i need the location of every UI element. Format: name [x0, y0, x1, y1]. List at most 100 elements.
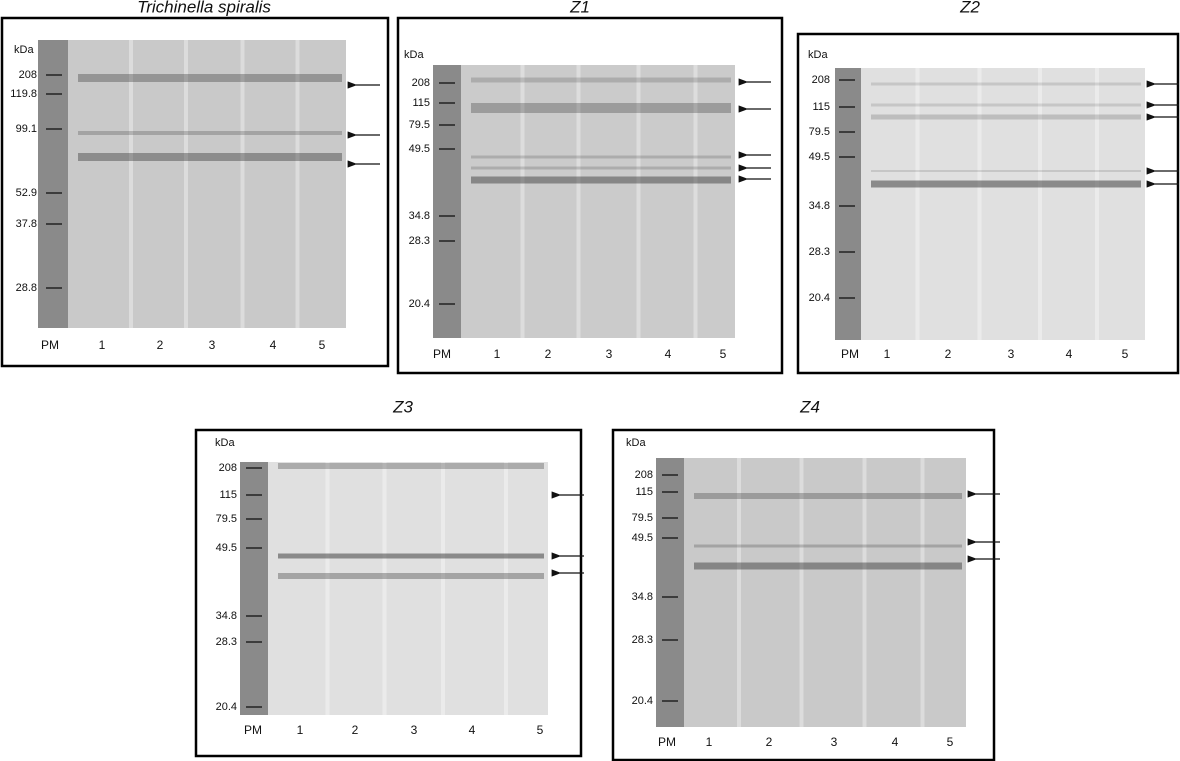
marker-label: 79.5	[216, 513, 237, 525]
lane-gap	[799, 458, 804, 727]
band	[471, 166, 731, 170]
marker-label: 208	[812, 74, 830, 86]
lane-label: 4	[270, 338, 277, 352]
band	[471, 77, 731, 83]
gel	[656, 458, 966, 727]
band	[78, 74, 342, 82]
marker-label: 28.3	[216, 636, 237, 648]
band	[278, 553, 544, 559]
marker-label: 49.5	[809, 151, 830, 163]
lane-gap	[504, 462, 508, 715]
band	[871, 170, 1141, 172]
marker-label: 20.4	[809, 292, 830, 304]
band	[471, 103, 731, 113]
lane-label: PM	[244, 723, 262, 737]
marker-lane	[240, 462, 268, 715]
lane-label: 4	[1066, 347, 1073, 361]
marker-label: 20.4	[409, 298, 430, 310]
marker-lane	[433, 65, 461, 338]
unit-label: kDa	[404, 49, 424, 61]
marker-label: 99.1	[16, 123, 37, 135]
panel-title: Z2	[959, 0, 980, 16]
marker-label: 34.8	[632, 591, 653, 603]
marker-label: 115	[635, 486, 653, 498]
lane-label: 5	[1122, 347, 1129, 361]
marker-label: 20.4	[632, 695, 653, 707]
lane-label: 1	[706, 735, 713, 749]
lane-label: 5	[947, 735, 954, 749]
marker-lane	[656, 458, 684, 727]
panel-title: Z1	[569, 0, 590, 16]
panel-frame	[796, 32, 1180, 375]
gel	[433, 65, 735, 338]
lane-label: 3	[411, 723, 418, 737]
lane-label: PM	[658, 735, 676, 749]
gel	[38, 40, 346, 328]
lane-label: 3	[831, 735, 838, 749]
lane-gap	[129, 40, 133, 328]
marker-label: 79.5	[809, 126, 830, 138]
lane-gap	[295, 40, 300, 328]
marker-label: 34.8	[809, 200, 830, 212]
panel-frame	[396, 16, 784, 375]
lane-gap	[693, 65, 698, 338]
lane-gap	[441, 462, 445, 715]
lane-label: PM	[41, 338, 59, 352]
band	[471, 176, 731, 184]
unit-label: kDa	[14, 44, 34, 56]
band	[694, 544, 962, 548]
gel	[240, 462, 548, 715]
lane-gap	[977, 68, 982, 340]
marker-label: 34.8	[216, 610, 237, 622]
marker-label: 115	[412, 97, 430, 109]
marker-label: 28.8	[16, 282, 37, 294]
band	[471, 155, 731, 159]
unit-label: kDa	[808, 49, 828, 61]
lane-label: PM	[433, 347, 451, 361]
lane-label: 3	[606, 347, 613, 361]
marker-label: 115	[219, 489, 237, 501]
lane-gap	[325, 462, 330, 715]
band	[871, 114, 1141, 120]
lane-label: 2	[157, 338, 164, 352]
lane-gap	[240, 40, 245, 328]
band	[78, 153, 342, 161]
lane-label: 5	[319, 338, 326, 352]
panel-frame	[0, 16, 390, 368]
lane-gap	[184, 40, 188, 328]
marker-label: 20.4	[216, 701, 237, 713]
lane-label: 4	[665, 347, 672, 361]
lane-label: 2	[766, 735, 773, 749]
marker-label: 208	[412, 77, 430, 89]
panel-frame	[611, 428, 996, 761]
lane-gap	[576, 65, 581, 338]
lane-label: PM	[841, 347, 859, 361]
panel-frame	[194, 428, 583, 758]
lane-gap	[737, 458, 741, 727]
marker-label: 34.8	[409, 210, 430, 222]
lane-gap	[862, 458, 867, 727]
band	[278, 573, 544, 579]
band	[871, 82, 1141, 86]
band	[871, 180, 1141, 188]
lane-label: 2	[545, 347, 552, 361]
lane-gap	[1095, 68, 1099, 340]
marker-label: 208	[635, 469, 653, 481]
panel-title: Z4	[799, 397, 820, 416]
band	[871, 103, 1141, 107]
lane-gap	[520, 65, 525, 338]
lane-gap	[920, 458, 925, 727]
lane-label: 5	[720, 347, 727, 361]
marker-label: 119.8	[10, 88, 37, 100]
panel-title: Trichinella spiralis	[137, 0, 271, 16]
band	[278, 463, 544, 469]
marker-label: 49.5	[632, 532, 653, 544]
marker-label: 49.5	[216, 542, 237, 554]
unit-label: kDa	[215, 437, 235, 449]
lane-label: 1	[99, 338, 106, 352]
lane-label: 1	[297, 723, 304, 737]
marker-label: 79.5	[632, 512, 653, 524]
marker-lane	[38, 40, 68, 328]
lane-label: 4	[892, 735, 899, 749]
lane-label: 4	[469, 723, 476, 737]
